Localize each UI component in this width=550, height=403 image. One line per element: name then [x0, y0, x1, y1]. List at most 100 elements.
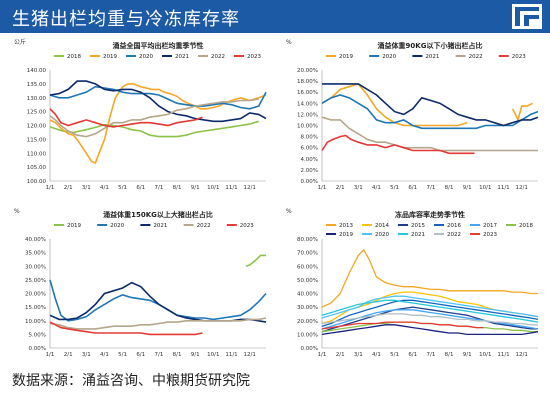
legend-label: 2016: [447, 223, 461, 229]
legend-label: 2020: [375, 232, 389, 238]
x-tick-label: 9/1: [191, 185, 200, 191]
legend-label: 2023: [483, 232, 497, 238]
x-tick-label: 4/1: [100, 185, 109, 191]
y-tick-label: 10.00%: [297, 124, 318, 130]
chart-title: 涌益体重150KG以上大猪出栏占比: [103, 210, 213, 219]
series-line-2013: [321, 248, 538, 308]
y-tick-label: 4.00%: [301, 157, 318, 163]
series-line-2020: [49, 279, 267, 322]
x-tick-label: 6/1: [408, 352, 417, 358]
x-tick-label: 9/1: [463, 185, 472, 191]
y-tick-label: 0.00%: [29, 346, 46, 352]
x-tick-label: 4/1: [372, 352, 381, 358]
legend-label: 2022: [197, 223, 211, 229]
y-tick-label: 130.00: [27, 96, 47, 102]
y-tick-label: 30.00%: [297, 305, 318, 311]
x-tick-label: 2/1: [336, 352, 345, 358]
y-tick-label: 0.00%: [301, 179, 318, 185]
legend-label: 2015: [411, 223, 425, 229]
legend-label: 2022: [469, 54, 483, 60]
x-tick-label: 11/1: [225, 185, 237, 191]
x-tick-label: 9/1: [191, 352, 200, 358]
legend-label: 2019: [339, 232, 353, 238]
x-tick-label: 1/1: [318, 185, 327, 191]
y-tick-label: 100.00: [27, 179, 47, 185]
x-tick-label: 6/1: [136, 352, 145, 358]
x-tick-label: 3/1: [82, 185, 91, 191]
legend-label: 2020: [110, 223, 124, 229]
x-tick-label: 11/1: [497, 352, 509, 358]
x-tick-label: 10/1: [207, 352, 219, 358]
series-line-2016: [321, 299, 539, 327]
y-tick-label: 135.00: [27, 82, 47, 88]
series-line-2022: [321, 116, 538, 152]
x-tick-label: 7/1: [154, 352, 163, 358]
x-tick-label: 1/1: [46, 352, 55, 358]
y-tick-label: 35.00%: [25, 251, 46, 257]
chart-title: 涌益体重90KG以下小猪出栏占比: [378, 41, 483, 50]
series-line-2023: [49, 321, 203, 336]
company-logo-icon: [512, 4, 542, 29]
y-tick-label: 6.00%: [301, 146, 318, 152]
series-line-2020: [49, 85, 267, 110]
y-tick-label: 105.00: [27, 165, 47, 171]
y-tick-label: 15.00%: [25, 305, 46, 311]
y-tick-label: 120.00: [27, 124, 47, 130]
y-tick-label: 30.00%: [25, 264, 46, 270]
page-header: 生猪出栏均重与冷冻库存率: [0, 0, 550, 33]
x-tick-label: 5/1: [118, 185, 127, 191]
x-tick-label: 12/1: [515, 352, 527, 358]
x-tick-label: 8/1: [173, 185, 182, 191]
legend-label: 2020: [139, 54, 153, 60]
series-line-2021: [321, 299, 539, 323]
y-tick-label: 125.00: [27, 110, 47, 116]
x-tick-label: 12/1: [515, 185, 527, 191]
unit-label: 公斤: [14, 38, 26, 46]
legend-label: 2021: [153, 223, 167, 229]
x-tick-label: 7/1: [154, 185, 163, 191]
x-tick-label: 4/1: [372, 185, 381, 191]
x-tick-label: 10/1: [479, 185, 491, 191]
y-tick-label: 0.00%: [301, 346, 318, 352]
legend-label: 2023: [512, 54, 526, 60]
y-tick-label: 50.00%: [297, 278, 318, 284]
x-tick-label: 10/1: [479, 352, 491, 358]
series-line-2023: [321, 134, 475, 155]
y-tick-label: 20.00%: [25, 292, 46, 298]
x-tick-label: 1/1: [318, 352, 327, 358]
x-tick-label: 3/1: [82, 352, 91, 358]
x-tick-label: 2/1: [64, 185, 73, 191]
legend-label: 2014: [375, 223, 389, 229]
x-tick-label: 12/1: [243, 185, 255, 191]
chart-avg-weight: 涌益全国平均出栏均重季节性 公斤 140.00 135.00 130.00 125.00 1…: [14, 38, 267, 191]
y-tick-label: 70.00%: [297, 251, 318, 257]
x-tick-label: 6/1: [408, 185, 417, 191]
series-line-2021: [49, 80, 267, 123]
series-line-2022: [49, 98, 259, 138]
x-tick-label: 8/1: [445, 185, 454, 191]
chart-small-pig-ratio: 涌益体重90KG以下小猪出栏占比% 20.00% 18.00% 16.00% 14.00…: [286, 39, 539, 191]
y-tick-label: 20.00%: [297, 319, 318, 325]
legend-label: 2023: [247, 54, 261, 60]
y-tick-label: 10.00%: [297, 332, 318, 338]
y-tick-label: 14.00%: [297, 101, 318, 107]
chart-large-pig-ratio: 涌益体重150KG以上大猪出栏占比% 40.00% 35.00% 30.00% 25.0…: [14, 208, 267, 358]
x-tick-label: 3/1: [354, 352, 363, 358]
legend-label: 2021: [175, 54, 189, 60]
unit-label: %: [286, 39, 292, 46]
legend-label: 2018: [519, 223, 533, 229]
legend-label: 2019: [103, 54, 117, 60]
legend-label: 2021: [411, 232, 425, 238]
series-line-2020: [321, 295, 539, 319]
series-line-2017: [321, 309, 539, 330]
unit-label: %: [14, 208, 20, 215]
y-tick-label: 110.00: [27, 151, 47, 157]
legend-label: 2022: [211, 54, 225, 60]
x-tick-label: 7/1: [426, 352, 435, 358]
legend-label: 2019: [339, 54, 353, 60]
x-tick-label: 11/1: [225, 352, 237, 358]
series-line-2019: [245, 254, 266, 268]
legend-label: 2017: [483, 223, 497, 229]
x-tick-label: 1/1: [46, 185, 55, 191]
y-tick-label: 20.00%: [297, 68, 318, 74]
